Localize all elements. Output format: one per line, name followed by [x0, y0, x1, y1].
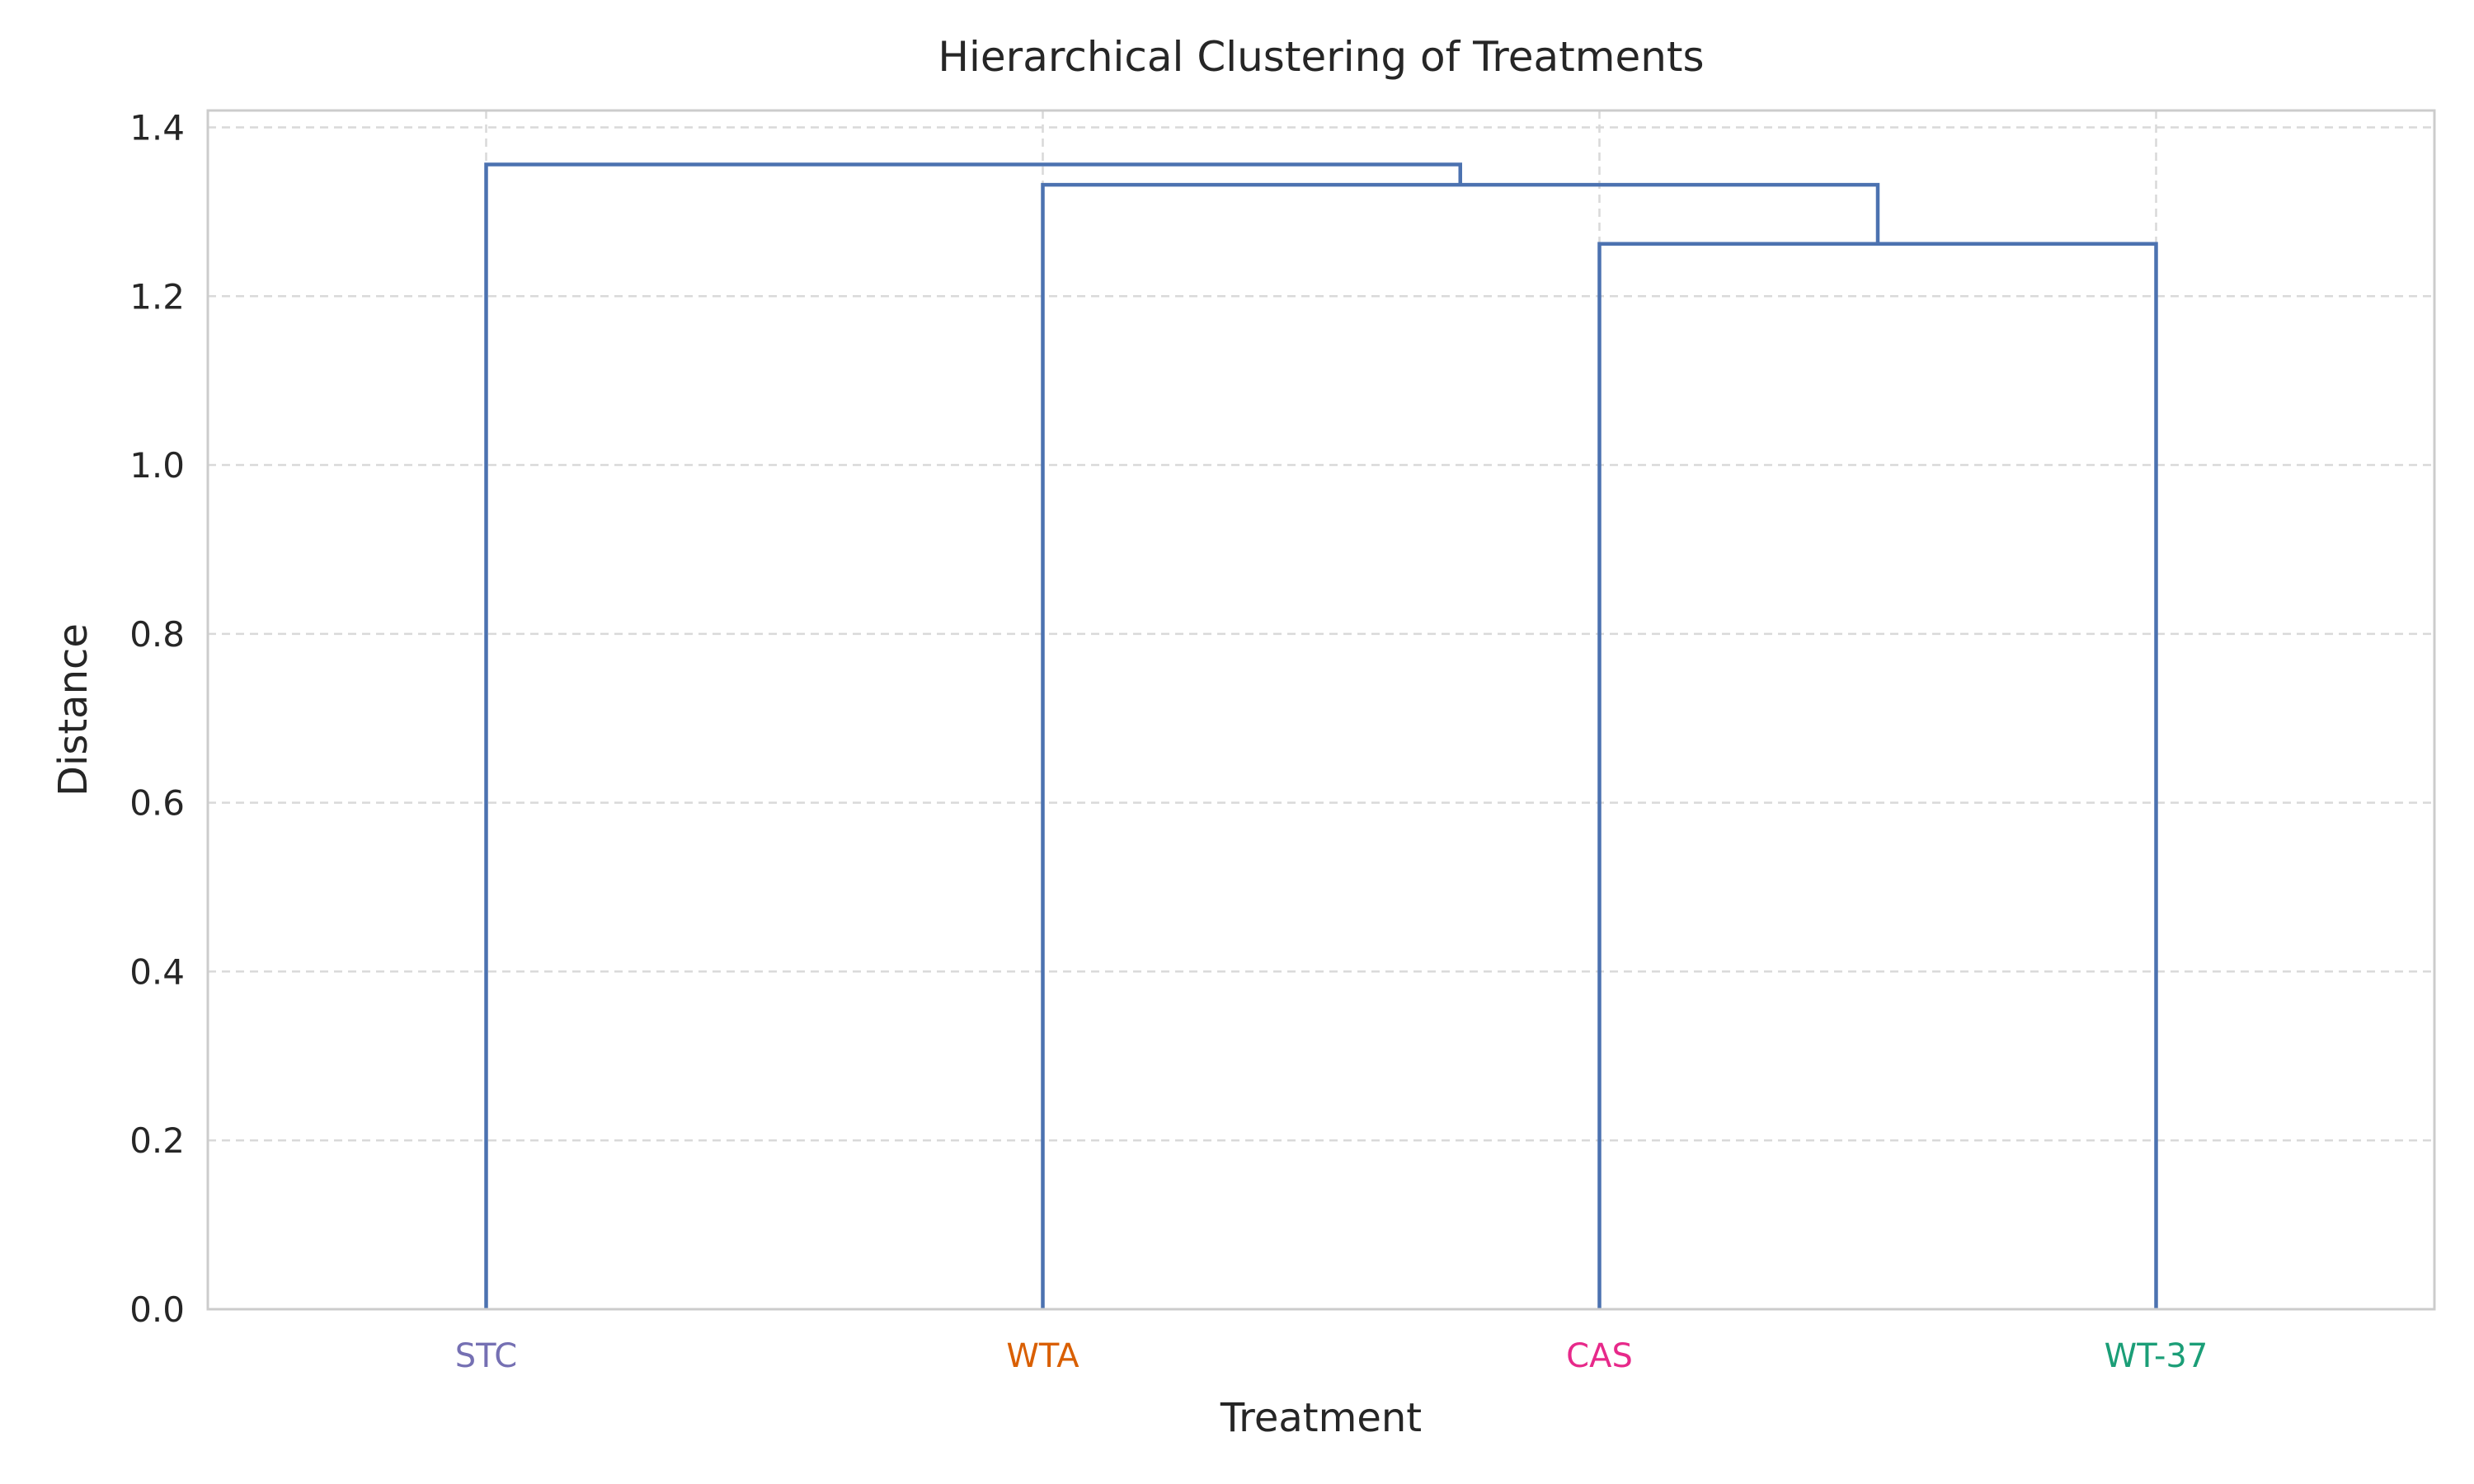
leaf-label-wt-37: WT-37	[2105, 1337, 2208, 1375]
y-tick-label: 1.4	[129, 107, 185, 148]
dendrogram-link	[484, 162, 1462, 1309]
x-axis-title: Treatment	[1220, 1395, 1422, 1441]
leaf-label-wta: WTA	[1006, 1337, 1079, 1375]
chart-title: Hierarchical Clustering of Treatments	[938, 33, 1704, 81]
y-tick-label: 0.2	[129, 1120, 185, 1161]
leaf-labels: STC WTA CAS WT-37	[455, 1337, 2208, 1375]
y-tick-label: 0.8	[129, 614, 185, 655]
plot-frame	[206, 109, 2436, 1311]
leaf-label-stc: STC	[455, 1337, 517, 1375]
dendrogram-links	[484, 162, 2158, 1309]
y-axis-title: Distance	[50, 623, 96, 796]
y-tick-label: 0.6	[129, 783, 185, 824]
y-tick-labels: 0.0 0.2 0.4 0.6 0.8 1.0 1.2 1.4	[129, 107, 185, 1330]
y-tick-label: 1.2	[129, 276, 185, 317]
leaf-label-cas: CAS	[1566, 1337, 1633, 1375]
y-tick-label: 1.0	[129, 445, 185, 486]
y-tick-label: 0.4	[129, 951, 185, 992]
y-tick-label: 0.0	[129, 1289, 185, 1330]
